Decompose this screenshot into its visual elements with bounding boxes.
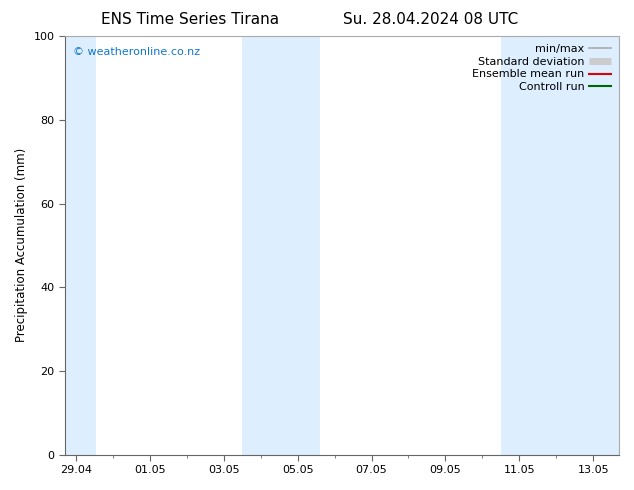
Y-axis label: Precipitation Accumulation (mm): Precipitation Accumulation (mm) — [15, 148, 28, 343]
Bar — [65, 36, 96, 455]
Legend: min/max, Standard deviation, Ensemble mean run, Controll run: min/max, Standard deviation, Ensemble me… — [468, 40, 616, 97]
Text: Su. 28.04.2024 08 UTC: Su. 28.04.2024 08 UTC — [344, 12, 519, 27]
Bar — [501, 36, 619, 455]
Text: ENS Time Series Tirana: ENS Time Series Tirana — [101, 12, 279, 27]
Bar — [242, 36, 320, 455]
Text: © weatheronline.co.nz: © weatheronline.co.nz — [74, 47, 200, 57]
